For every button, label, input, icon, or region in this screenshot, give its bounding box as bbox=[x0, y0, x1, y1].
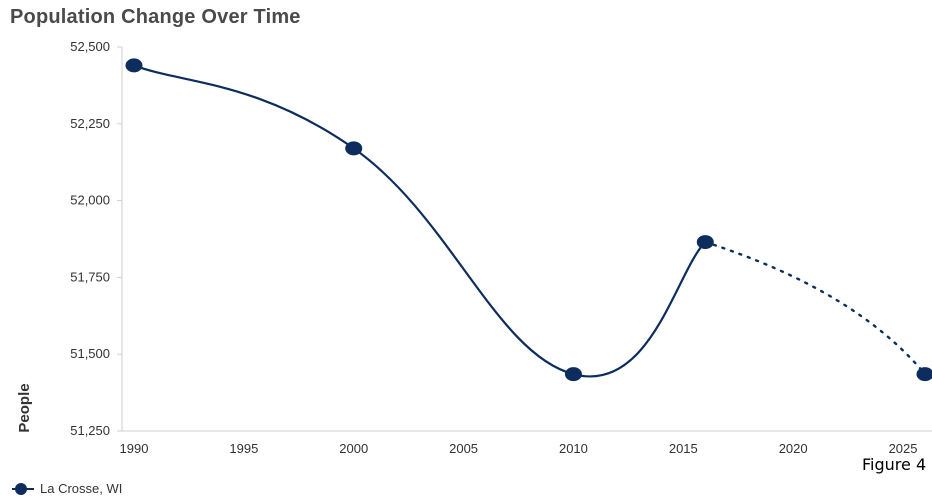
data-point bbox=[345, 141, 363, 156]
series-line-actual bbox=[133, 64, 707, 378]
chart-axes bbox=[121, 47, 932, 432]
series-line-projected bbox=[704, 240, 927, 376]
data-point bbox=[564, 367, 582, 382]
y-tick-label: 52,500 bbox=[70, 39, 110, 54]
x-tick-label: 2020 bbox=[779, 441, 808, 456]
x-tick-label: 1990 bbox=[120, 441, 149, 456]
y-tick-label: 52,000 bbox=[70, 193, 110, 208]
data-point bbox=[696, 235, 714, 250]
y-tick-label: 51,250 bbox=[70, 423, 110, 438]
x-tick-label: 1995 bbox=[229, 441, 258, 456]
x-tick-label: 2000 bbox=[339, 441, 368, 456]
data-point bbox=[916, 367, 932, 382]
x-tick-label: 2010 bbox=[559, 441, 588, 456]
y-tick-label: 51,500 bbox=[70, 346, 110, 361]
legend-label: La Crosse, WI bbox=[40, 481, 123, 496]
series-points bbox=[125, 58, 932, 382]
x-tick-label: 2005 bbox=[449, 441, 478, 456]
axis-ticks: 52,500 52,250 52,000 51,750 51,500 51,250 1990… bbox=[70, 39, 917, 456]
series-lines bbox=[133, 64, 927, 378]
x-tick-label: 2025 bbox=[889, 441, 918, 456]
legend: La Crosse, WI bbox=[12, 481, 122, 496]
data-point bbox=[125, 58, 143, 73]
legend-marker bbox=[12, 482, 34, 495]
chart-title: Population Change Over Time bbox=[10, 6, 301, 28]
y-tick-label: 52,250 bbox=[70, 116, 110, 131]
x-tick-label: 2015 bbox=[669, 441, 698, 456]
y-tick-label: 51,750 bbox=[70, 269, 110, 284]
figure-label: Figure 4 bbox=[862, 455, 927, 474]
y-axis-label: People bbox=[16, 383, 33, 432]
